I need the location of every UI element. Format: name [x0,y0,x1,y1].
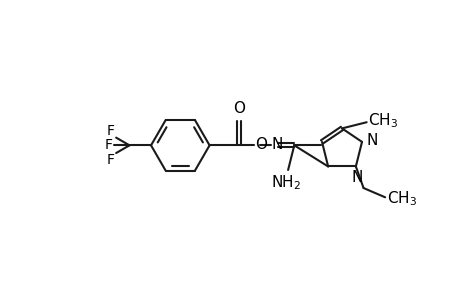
Text: F: F [104,138,112,152]
Text: NH$_2$: NH$_2$ [271,173,301,192]
Text: F: F [106,153,114,167]
Text: F: F [106,124,114,138]
Text: CH$_3$: CH$_3$ [386,190,416,208]
Text: O: O [254,137,266,152]
Text: N: N [366,133,377,148]
Text: CH$_3$: CH$_3$ [367,111,397,130]
Text: O: O [232,101,244,116]
Text: N: N [271,137,283,152]
Text: N: N [351,170,362,185]
